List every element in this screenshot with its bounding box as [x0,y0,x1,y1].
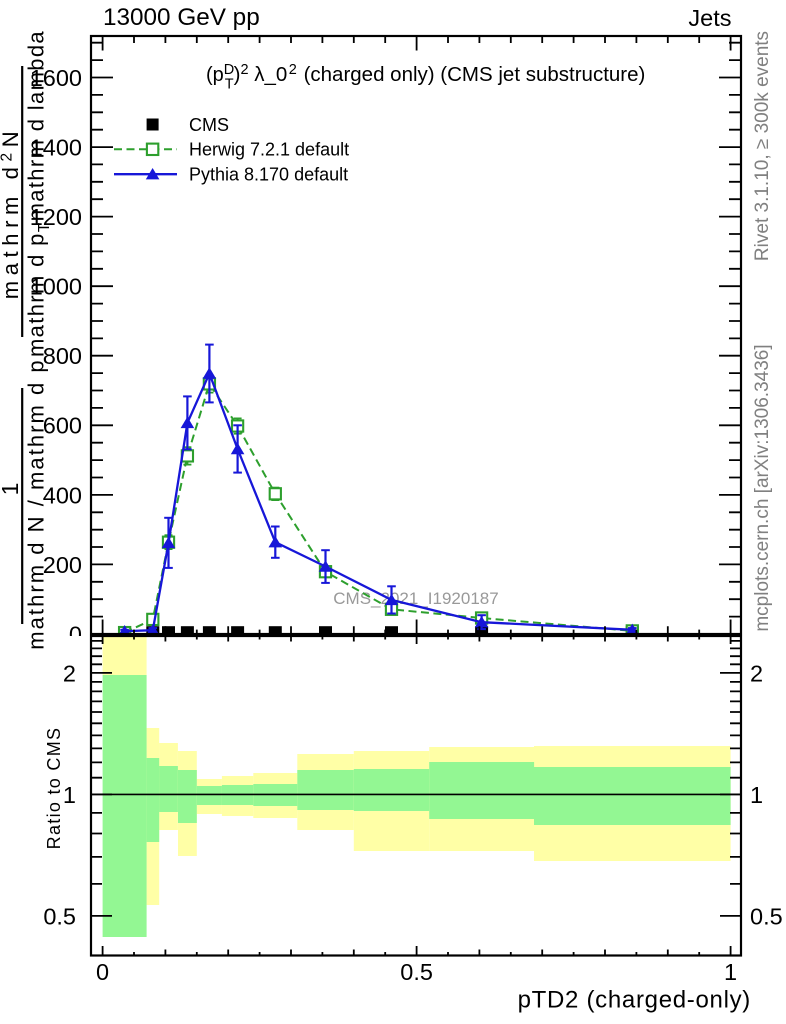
svg-text:1: 1 [63,782,76,808]
svg-text:13000 GeV pp: 13000 GeV pp [103,4,260,31]
svg-text:1000: 1000 [30,274,82,300]
svg-text:mathrm d2N: mathrm d2N [0,126,23,299]
svg-text:Pythia 8.170 default: Pythia 8.170 default [189,165,348,185]
svg-text:2: 2 [63,660,76,686]
svg-text:CMS: CMS [189,115,229,135]
svg-text:CMS_2021_I1920187: CMS_2021_I1920187 [333,589,498,608]
svg-text:Ratio to CMS: Ratio to CMS [44,727,64,850]
svg-text:Herwig 7.2.1 default: Herwig 7.2.1 default [189,140,349,160]
svg-text:mathrm d N / mathrm d p: mathrm d N / mathrm d p [24,358,49,649]
svg-text:mcplots.cern.ch [arXiv:1306.34: mcplots.cern.ch [arXiv:1306.3436] [752,344,773,631]
svg-text:400: 400 [43,482,82,508]
svg-text:1: 1 [724,959,737,985]
svg-text:pTD2 (charged-only): pTD2 (charged-only) [518,987,751,1014]
svg-text:1: 1 [750,782,763,808]
svg-text:1600: 1600 [30,65,82,91]
svg-text:2: 2 [750,660,763,686]
svg-text:0.5: 0.5 [400,959,433,985]
svg-text:1400: 1400 [30,135,82,161]
svg-text:1200: 1200 [30,204,82,230]
svg-text:0.5: 0.5 [43,903,76,929]
svg-text:800: 800 [43,343,82,369]
svg-text:200: 200 [43,552,82,578]
svg-text:1: 1 [0,483,23,496]
svg-text:0.5: 0.5 [750,903,783,929]
svg-text:Rivet 3.1.10, ≥ 300k events: Rivet 3.1.10, ≥ 300k events [752,31,773,261]
svg-text:Jets: Jets [688,5,731,31]
svg-text:600: 600 [43,413,82,439]
svg-text:mathrm d pTmathrm d lambda: mathrm d pTmathrm d lambda [24,30,54,357]
svg-text:0: 0 [96,959,109,985]
